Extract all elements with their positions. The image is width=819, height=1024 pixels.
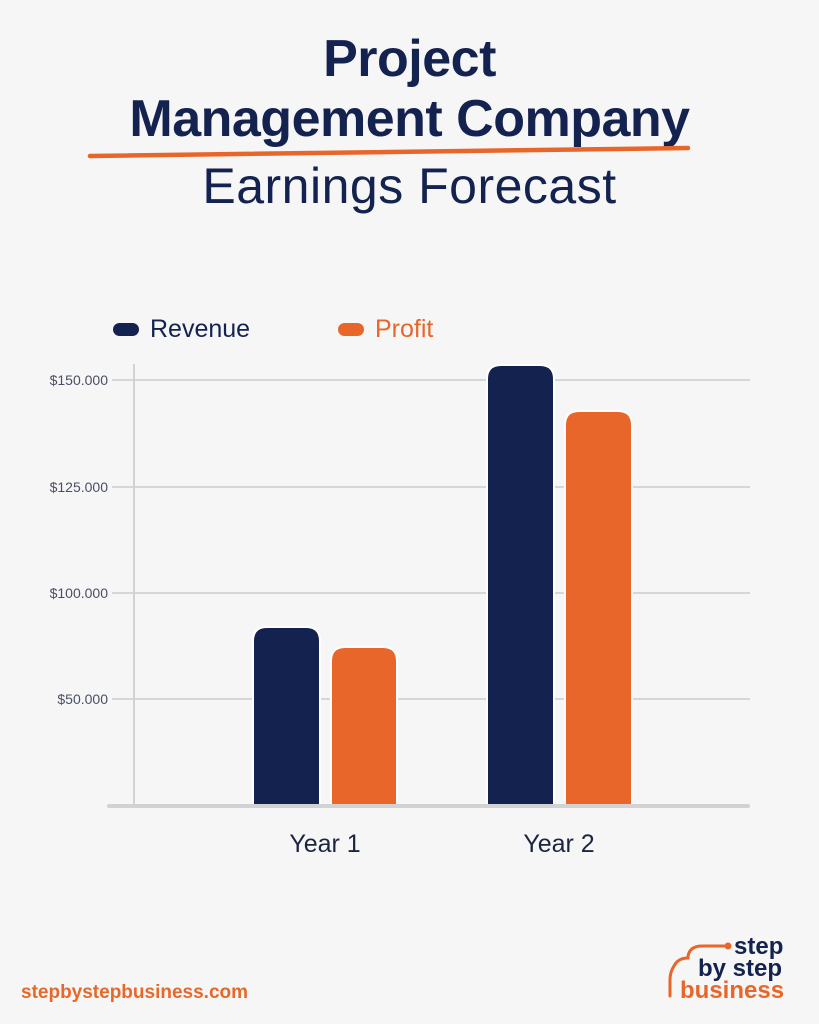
title-line-1: Project (323, 30, 496, 88)
bar-chart (107, 364, 750, 808)
y-tick-100000: $100.000 (49, 585, 108, 601)
gridlines (112, 379, 750, 700)
logo-step: step (734, 933, 784, 960)
title-line-3: Earnings Forecast (202, 158, 617, 214)
title-underline (87, 145, 691, 159)
legend-profit: Profit (338, 313, 433, 345)
logo-arc-icon (668, 942, 732, 998)
profit-swatch-icon (338, 322, 364, 336)
y-tick-150000: $150.000 (49, 372, 108, 388)
legend-revenue-label: Revenue (150, 314, 251, 343)
y-tick-125000: $125.000 (49, 479, 108, 495)
title-line-2: Management Company (129, 90, 690, 148)
bar-year2-revenue (486, 364, 555, 807)
bar-year1-profit (330, 646, 398, 807)
y-tick-50000: $50.000 (57, 691, 108, 707)
logo-business: business (680, 977, 785, 1004)
legend-profit-label: Profit (375, 314, 434, 343)
x-tick-year1: Year 1 (289, 830, 361, 858)
brand-logo: step by step business (660, 933, 800, 1006)
brand-url-link[interactable]: stepbystepbusiness.com (21, 982, 249, 1003)
legend-revenue: Revenue (113, 313, 250, 345)
bar-year2-profit (564, 410, 633, 807)
bar-year1-revenue (252, 626, 321, 807)
logo-by-step: by step (698, 955, 783, 982)
x-tick-year2: Year 2 (523, 830, 595, 858)
revenue-swatch-icon (113, 322, 139, 336)
